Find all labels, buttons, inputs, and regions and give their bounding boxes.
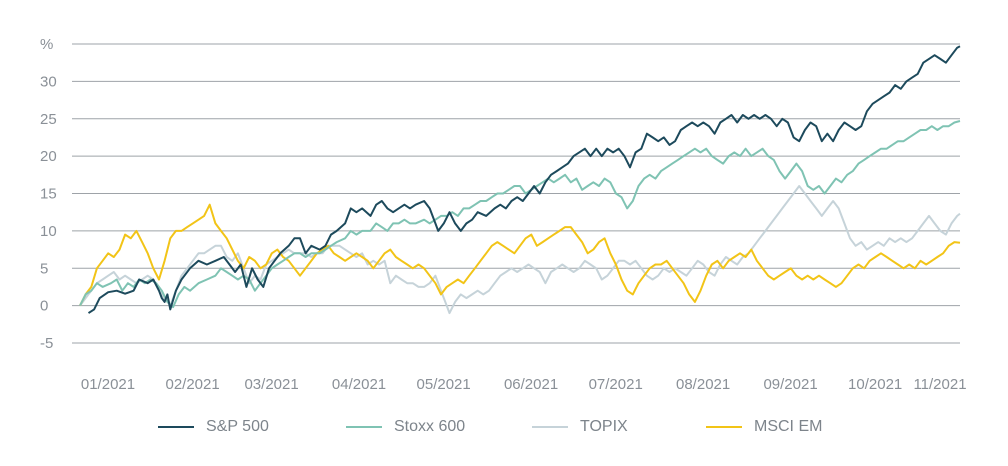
y-tick-label: 20 bbox=[40, 148, 57, 165]
x-tick-label: 10/2021 bbox=[848, 376, 902, 393]
x-tick-label: 09/2021 bbox=[763, 376, 817, 393]
y-tick-label: 5 bbox=[40, 260, 48, 277]
x-tick-label: 11/2021 bbox=[913, 376, 966, 393]
x-tick-label: 06/2021 bbox=[504, 376, 558, 393]
legend-label-msci-em: MSCI EM bbox=[754, 418, 823, 435]
y-tick-label: 10 bbox=[40, 223, 57, 240]
series-line-s-p-500 bbox=[87, 45, 961, 314]
y-tick-label: 30 bbox=[40, 73, 57, 90]
y-tick-label: 25 bbox=[40, 111, 57, 128]
legend-swatch-topix bbox=[532, 426, 568, 428]
legend-swatch-msci-em bbox=[706, 426, 742, 428]
legend: S&P 500 Stoxx 600 TOPIX MSCI EM bbox=[0, 412, 1008, 442]
gridlines bbox=[72, 43, 960, 344]
x-tick-label: 03/2021 bbox=[244, 376, 298, 393]
legend-label-stoxx600: Stoxx 600 bbox=[394, 418, 466, 435]
x-tick-label: 04/2021 bbox=[332, 376, 386, 393]
x-tick-label: 07/2021 bbox=[589, 376, 643, 393]
y-tick-label: 0 bbox=[40, 298, 48, 315]
legend-item-topix: TOPIX bbox=[532, 412, 628, 442]
legend-swatch-stoxx600 bbox=[346, 426, 382, 428]
legend-item-stoxx600: Stoxx 600 bbox=[346, 412, 465, 442]
x-tick-label: 05/2021 bbox=[417, 376, 471, 393]
y-axis-ticks: -5 0 5 10 15 20 25 30% bbox=[40, 36, 57, 352]
x-tick-label: 02/2021 bbox=[165, 376, 219, 393]
x-tick-label: 08/2021 bbox=[676, 376, 730, 393]
series-lines bbox=[79, 45, 961, 315]
series-line-msci-em bbox=[79, 203, 961, 307]
legend-item-msci-em: MSCI EM bbox=[706, 412, 822, 442]
y-tick-label: 15 bbox=[40, 186, 57, 203]
x-axis-ticks: 01/2021 02/2021 03/2021 04/2021 05/2021 06/20… bbox=[81, 376, 967, 393]
legend-item-sp500: S&P 500 bbox=[158, 412, 269, 442]
legend-swatch-sp500 bbox=[158, 426, 194, 428]
x-tick-label: 01/2021 bbox=[81, 376, 135, 393]
legend-label-sp500: S&P 500 bbox=[206, 418, 269, 435]
series-line-topix bbox=[79, 185, 961, 315]
legend-label-topix: TOPIX bbox=[580, 418, 628, 435]
y-tick-label: -5 bbox=[40, 335, 53, 352]
y-tick-label: % bbox=[40, 36, 53, 53]
line-chart: -5 0 5 10 15 20 25 30% 01/2021 02/2021 03/2021 04/… bbox=[40, 36, 967, 393]
